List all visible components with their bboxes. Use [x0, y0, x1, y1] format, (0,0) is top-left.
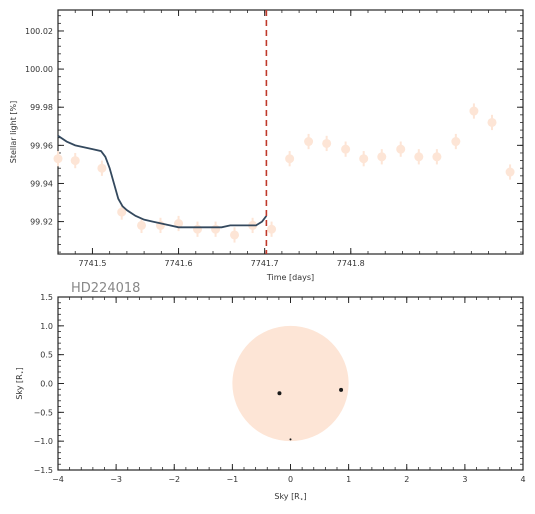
data-point	[432, 152, 442, 162]
top-y-tick-label: 100.02	[25, 27, 53, 36]
bottom-y-tick-label: −1.0	[34, 437, 53, 446]
top-y-tick-label: 99.98	[30, 103, 53, 112]
bottom-y-tick-label: 1.0	[40, 322, 53, 331]
top-x-axis-label: Time [days]	[266, 273, 314, 282]
bottom-x-tick-label: −4	[52, 475, 64, 484]
top-y-tick-label: 100.00	[25, 65, 53, 74]
data-point	[322, 138, 332, 148]
bottom-y-tick-label: −0.5	[34, 408, 53, 417]
data-point	[505, 167, 515, 177]
top-y-tick-label: 99.92	[30, 218, 53, 227]
data-point	[267, 224, 277, 234]
bottom-x-tick-label: 1	[346, 475, 351, 484]
data-point	[414, 152, 424, 162]
bottom-x-tick-label: −1	[226, 475, 238, 484]
bottom-y-tick-label: 1.5	[40, 293, 53, 302]
top-y-tick-label: 99.96	[30, 141, 53, 150]
bottom-x-tick-label: 4	[520, 475, 525, 484]
bottom-x-axis-label: Sky [R⋆]	[274, 492, 306, 503]
planet-dot	[339, 387, 344, 392]
bottom-x-tick-label: 2	[404, 475, 409, 484]
top-y-axis-label: Stellar light [%]	[9, 101, 18, 163]
bottom-x-tick-label: −2	[168, 475, 180, 484]
bottom-y-tick-label: 0.5	[40, 351, 53, 360]
bottom-y-tick-label: −1.5	[34, 466, 53, 475]
data-point	[377, 152, 387, 162]
top-x-tick-label: 7741.8	[337, 259, 365, 268]
data-point	[53, 154, 63, 164]
data-point	[396, 144, 406, 154]
bottom-y-tick-label: 0.0	[40, 380, 53, 389]
data-point	[341, 144, 351, 154]
top-x-tick-label: 7741.5	[78, 259, 106, 268]
top-x-tick-label: 7741.6	[165, 259, 193, 268]
data-point	[211, 224, 221, 234]
model-light-curve	[57, 135, 268, 229]
top-y-tick-label: 99.94	[30, 179, 53, 188]
data-point	[137, 220, 147, 230]
data-point	[451, 137, 461, 147]
data-point	[304, 137, 314, 147]
data-point	[174, 219, 184, 228]
top-x-tick-label: 7741.7	[251, 259, 279, 268]
bottom-x-tick-label: −3	[110, 475, 122, 484]
data-point	[193, 224, 202, 234]
bottom-x-tick-label: 0	[288, 475, 293, 484]
data-point	[487, 117, 497, 127]
data-point	[97, 163, 107, 173]
light-curve-panel: 99.92 99.94 99.96 99.98 100.00 100.02 7741.5 7…	[9, 9, 524, 282]
data-point	[70, 156, 80, 166]
planet-dot	[289, 438, 292, 441]
planet-dot	[277, 391, 282, 396]
data-point	[359, 154, 369, 164]
data-point	[469, 106, 479, 116]
sky-projection-panel: −1.5 −1.0 −0.5 0.0 0.5 1.0 1.5 −4 −3 −2 −1 0 1 2 3 4 H…	[15, 281, 526, 503]
star-disk	[232, 325, 349, 442]
bottom-y-axis-label: Sky [R⋆]	[15, 367, 26, 399]
data-point	[230, 230, 240, 240]
bottom-x-tick-label: 3	[462, 475, 467, 484]
data-point	[285, 154, 295, 164]
top-plot-frame	[57, 9, 524, 255]
data-point	[117, 207, 127, 217]
bottom-plot-title: HD224018	[71, 281, 140, 296]
